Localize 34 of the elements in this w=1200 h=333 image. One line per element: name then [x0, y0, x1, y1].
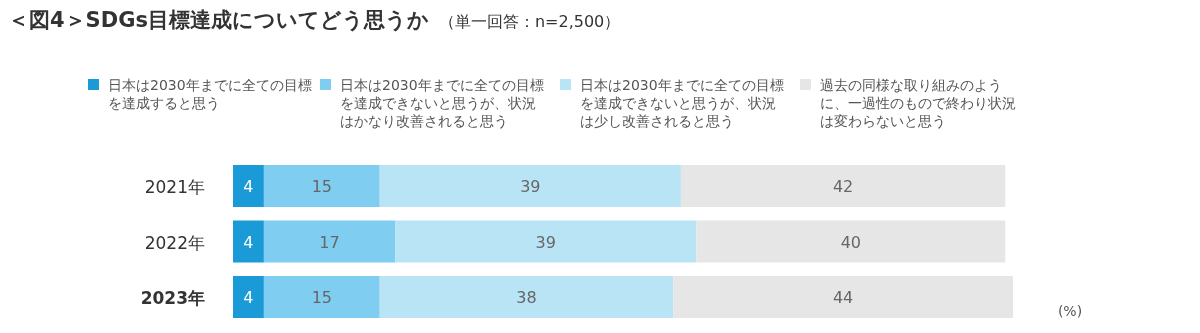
data-label: 44 — [832, 288, 854, 307]
legend-label: 日本は2030年までに全ての目標を達成できないと思うが、状況は少し改善されると思う — [580, 76, 785, 130]
y-tick-label: 2023年 — [140, 288, 205, 308]
data-label: 4 — [243, 232, 254, 252]
data-label: 40 — [840, 232, 861, 252]
legend-label: 日本は2030年までに全ての目標を達成すると思う — [108, 76, 313, 112]
bar — [263, 276, 380, 318]
data-label: 38 — [516, 288, 537, 307]
data-label: 39 — [535, 232, 556, 252]
bar — [395, 220, 697, 263]
text: (%) — [1057, 303, 1083, 319]
chart-subtitle: （単一回答：n=2,500） — [438, 12, 621, 31]
y-tick-label: 2022年 — [144, 232, 205, 253]
bar — [379, 276, 674, 318]
chart-title: ＜図4＞SDGs目標達成についてどう思うか — [8, 8, 429, 32]
bar — [696, 220, 1006, 263]
data-label: 15 — [311, 177, 332, 196]
data-label: 42 — [832, 177, 854, 196]
data-label: 15 — [311, 288, 332, 307]
bar — [673, 276, 1013, 318]
data-label: 17 — [319, 232, 340, 252]
bar — [233, 220, 264, 263]
bar — [263, 220, 396, 263]
data-label: 4 — [243, 288, 254, 307]
data-label: 4 — [243, 177, 254, 196]
bar — [233, 165, 264, 207]
bar — [379, 165, 681, 207]
bar — [263, 165, 380, 207]
data-label: 39 — [520, 177, 541, 196]
legend-label: 過去の同様な取り組みのように、一過性のもので終わり状況は変わらないと思う — [820, 76, 1017, 130]
bar — [680, 165, 1006, 207]
y-tick-label: 2021年 — [144, 177, 205, 197]
bar — [233, 276, 264, 318]
legend-label: 日本は2030年までに全ての目標を達成できないと思うが、状況はかなり改善されると思う — [340, 76, 545, 130]
